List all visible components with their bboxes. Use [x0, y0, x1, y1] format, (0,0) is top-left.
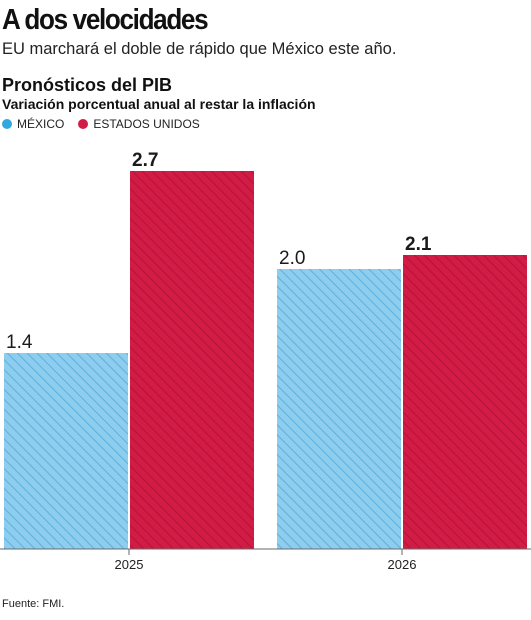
legend-swatch-mexico — [2, 119, 12, 129]
bar-usa-2025 — [130, 171, 254, 549]
bar-usa-2026 — [403, 255, 527, 549]
value-label-mexico-2025: 1.4 — [6, 332, 33, 353]
legend-swatch-usa — [78, 119, 89, 129]
legend-label-usa: ESTADOS UNIDOS — [93, 117, 200, 131]
bars-group — [4, 171, 527, 549]
value-label-usa-2026: 2.1 — [405, 234, 432, 255]
x-tick-label-2025: 2025 — [115, 557, 144, 572]
legend-label-mexico: MÉXICO — [17, 117, 65, 131]
legend-item-mexico: MÉXICO — [2, 117, 64, 131]
value-label-mexico-2026: 2.0 — [279, 248, 305, 269]
bar-mexico-2025 — [4, 353, 128, 549]
headline: A dos velocidades — [2, 4, 209, 36]
x-tick-label-2026: 2026 — [388, 557, 417, 572]
source-note: Fuente: FMI. — [2, 598, 65, 610]
bar-mexico-2026 — [277, 269, 401, 549]
value-label-usa-2025: 2.7 — [132, 150, 158, 171]
chart-title: Pronósticos del PIB — [2, 75, 173, 95]
legend-item-usa: ESTADOS UNIDOS — [78, 117, 200, 131]
subheadline: EU marchará el doble de rápido que Méxic… — [2, 40, 397, 58]
chart-subtitle: Variación porcentual anual al restar la … — [2, 96, 316, 112]
chart-legend: MÉXICO ESTADOS UNIDOS — [2, 117, 214, 131]
labels-group: 1.4 2.7 2025 2.0 2.1 2026 — [6, 150, 432, 572]
